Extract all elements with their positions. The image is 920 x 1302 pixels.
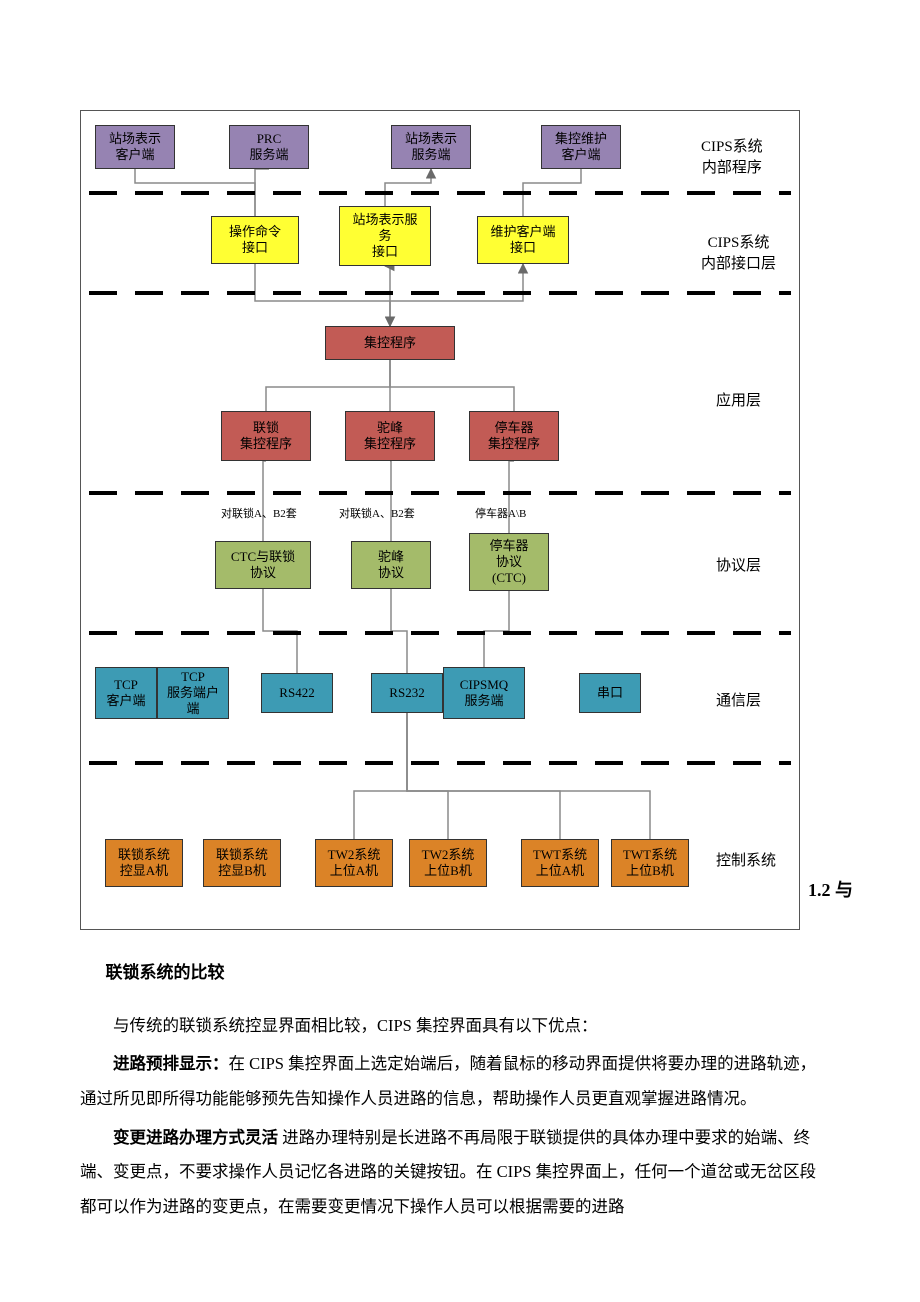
paragraph-intro: 与传统的联锁系统控显界面相比较，CIPS 集控界面具有以下优点： (80, 1009, 820, 1044)
section-title: 联锁系统的比较 (80, 955, 820, 991)
diagram-box: 联锁集控程序 (221, 411, 311, 461)
diagram-box: 驼峰协议 (351, 541, 431, 589)
diagram-box: 集控程序 (325, 326, 455, 360)
layer-label: CIPS系统内部程序 (701, 137, 763, 179)
layer-divider (89, 761, 791, 765)
section-number: 1.2 与 (808, 876, 853, 902)
paragraph-3: 变更进路办理方式灵活 进路办理特别是长进路不再局限于联锁提供的具体办理中要求的始… (80, 1121, 820, 1225)
diagram-box: RS422 (261, 673, 333, 713)
diagram-box: 站场表示服务端 (391, 125, 471, 169)
paragraph-2: 进路预排显示：在 CIPS 集控界面上选定始端后，随着鼠标的移动界面提供将要办理… (80, 1047, 820, 1116)
diagram-box: 联锁系统控显B机 (203, 839, 281, 887)
diagram-box: TCP服务端户端 (157, 667, 229, 719)
connector (407, 713, 650, 839)
diagram-box: 停车器集控程序 (469, 411, 559, 461)
diagram-box: 停车器协议(CTC) (469, 533, 549, 591)
body-text: 联锁系统的比较 与传统的联锁系统控显界面相比较，CIPS 集控界面具有以下优点：… (80, 955, 820, 1229)
diagram-box: TWT系统上位B机 (611, 839, 689, 887)
diagram-box: CIPSMQ服务端 (443, 667, 525, 719)
layer-divider (89, 631, 791, 635)
edge-note: 停车器A\B (475, 505, 526, 521)
layer-divider (89, 191, 791, 195)
connector (385, 266, 390, 326)
diagram-box: TW2系统上位A机 (315, 839, 393, 887)
layer-label: 应用层 (716, 391, 761, 412)
page: CIPS系统内部程序 CIPS系统内部接口层应用层协议层通信层控制系统 站场表示客户… (0, 0, 920, 1302)
diagram-box: TW2系统上位B机 (409, 839, 487, 887)
diagram-box: 操作命令接口 (211, 216, 299, 264)
connector (354, 713, 407, 839)
connector (484, 591, 509, 667)
connector (509, 461, 514, 533)
diagram-box: 站场表示服务接口 (339, 206, 431, 266)
diagram-box: 串口 (579, 673, 641, 713)
layer-label: 协议层 (716, 556, 761, 577)
connector-lines (81, 111, 801, 931)
architecture-diagram: CIPS系统内部程序 CIPS系统内部接口层应用层协议层通信层控制系统 站场表示客户… (80, 110, 800, 930)
connector (407, 713, 448, 839)
diagram-box: 联锁系统控显A机 (105, 839, 183, 887)
edge-note: 对联锁A、B2套 (339, 505, 415, 521)
connector (390, 461, 391, 541)
diagram-box: 站场表示客户端 (95, 125, 175, 169)
diagram-box: 维护客户端接口 (477, 216, 569, 264)
diagram-box: PRC服务端 (229, 125, 309, 169)
connector (385, 169, 431, 206)
layer-label: 控制系统 (716, 851, 776, 872)
diagram-box: TCP客户端 (95, 667, 157, 719)
layer-divider (89, 291, 791, 295)
connector (263, 461, 266, 541)
diagram-box: RS232 (371, 673, 443, 713)
edge-note: 对联锁A、B2套 (221, 505, 297, 521)
layer-label: CIPS系统内部接口层 (701, 233, 776, 275)
connector (255, 264, 390, 326)
connector (390, 264, 523, 326)
connector (390, 360, 514, 411)
diagram-box: 集控维护客户端 (541, 125, 621, 169)
diagram-box: CTC与联锁协议 (215, 541, 311, 589)
layer-divider (89, 491, 791, 495)
layer-label: 通信层 (716, 691, 761, 712)
diagram-box: 驼峰集控程序 (345, 411, 435, 461)
diagram-box: TWT系统上位A机 (521, 839, 599, 887)
connector (266, 360, 390, 411)
connector (407, 713, 560, 839)
